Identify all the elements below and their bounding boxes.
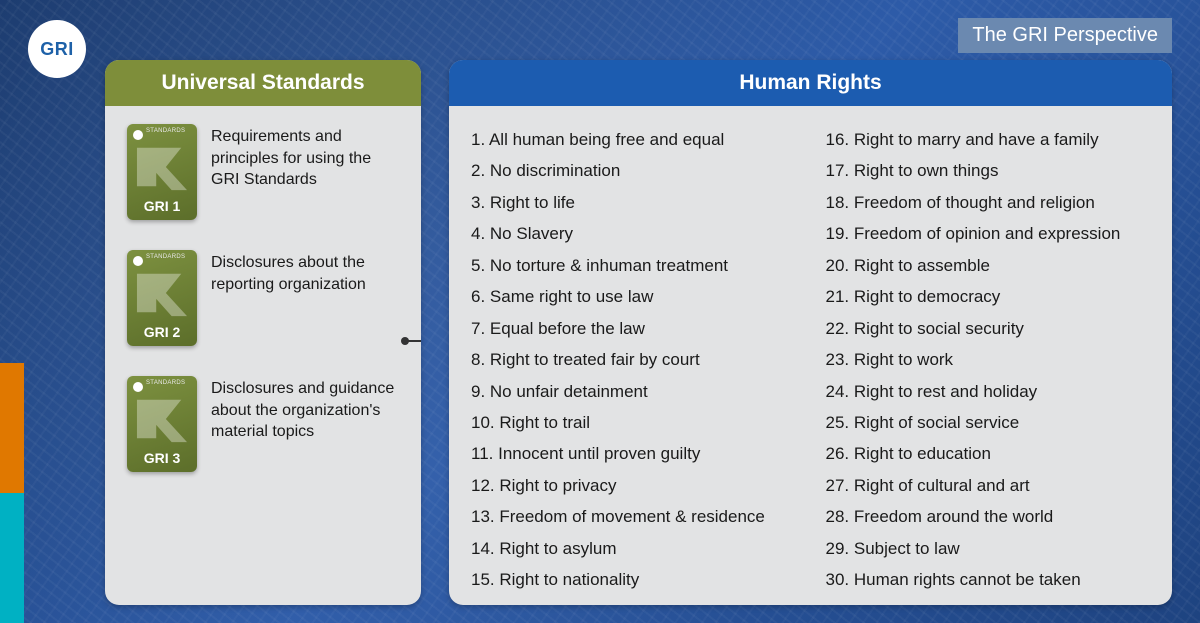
rights-item: 9. No unfair detainment	[471, 376, 796, 407]
rights-item: 3. Right to life	[471, 187, 796, 218]
rights-item: 30. Human rights cannot be taken	[826, 564, 1151, 595]
card-graphic-icon	[133, 268, 191, 320]
gri-1-card: STANDARDS GRI 1	[127, 124, 197, 220]
rights-item: 23. Right to work	[826, 344, 1151, 375]
human-rights-header: Human Rights	[449, 60, 1172, 106]
rights-item: 19. Freedom of opinion and expression	[826, 218, 1151, 249]
gri-3-label: GRI 3	[127, 450, 197, 466]
rights-column-1: 1. All human being free and equal2. No d…	[471, 124, 796, 596]
gri-1-label: GRI 1	[127, 198, 197, 214]
gri-logo-text: GRI	[40, 39, 74, 60]
rights-item: 10. Right to trail	[471, 407, 796, 438]
perspective-tag: The GRI Perspective	[958, 18, 1172, 53]
rights-item: 2. No discrimination	[471, 155, 796, 186]
card-graphic-icon	[133, 142, 191, 194]
rights-item: 29. Subject to law	[826, 533, 1151, 564]
rights-columns: 1. All human being free and equal2. No d…	[471, 124, 1150, 596]
standard-item: STANDARDS GRI 3 Disclosures and guidance…	[127, 376, 399, 472]
rights-item: 25. Right of social service	[826, 407, 1151, 438]
card-graphic-icon	[133, 394, 191, 446]
rights-item: 17. Right to own things	[826, 155, 1151, 186]
rights-item: 6. Same right to use law	[471, 281, 796, 312]
accent-stripe	[0, 363, 24, 623]
rights-item: 8. Right to treated fair by court	[471, 344, 796, 375]
rights-item: 26. Right to education	[826, 438, 1151, 469]
rights-item: 27. Right of cultural and art	[826, 470, 1151, 501]
panel-connector	[405, 340, 421, 342]
gri-2-description: Disclosures about the reporting organiza…	[211, 250, 399, 295]
standards-badge-text: STANDARDS	[146, 128, 185, 134]
rights-item: 1. All human being free and equal	[471, 124, 796, 155]
rights-item: 21. Right to democracy	[826, 281, 1151, 312]
gri-logo: GRI	[28, 20, 86, 78]
rights-item: 5. No torture & inhuman treatment	[471, 250, 796, 281]
rights-item: 4. No Slavery	[471, 218, 796, 249]
rights-column-2: 16. Right to marry and have a family17. …	[826, 124, 1151, 596]
human-rights-body: 1. All human being free and equal2. No d…	[449, 106, 1172, 605]
standards-badge-icon	[133, 256, 143, 266]
rights-item: 22. Right to social security	[826, 313, 1151, 344]
rights-item: 24. Right to rest and holiday	[826, 376, 1151, 407]
rights-item: 11. Innocent until proven guilty	[471, 438, 796, 469]
human-rights-title: Human Rights	[739, 71, 881, 94]
standards-badge-text: STANDARDS	[146, 380, 185, 386]
rights-item: 28. Freedom around the world	[826, 501, 1151, 532]
universal-standards-panel: Universal Standards STANDARDS GRI 1 Requ…	[105, 60, 421, 605]
standard-item: STANDARDS GRI 2 Disclosures about the re…	[127, 250, 399, 346]
standard-item: STANDARDS GRI 1 Requirements and princip…	[127, 124, 399, 220]
rights-item: 20. Right to assemble	[826, 250, 1151, 281]
rights-item: 13. Freedom of movement & residence	[471, 501, 796, 532]
human-rights-panel: Human Rights 1. All human being free and…	[449, 60, 1172, 605]
rights-item: 14. Right to asylum	[471, 533, 796, 564]
gri-1-description: Requirements and principles for using th…	[211, 124, 399, 191]
gri-3-description: Disclosures and guidance about the organ…	[211, 376, 399, 443]
rights-item: 7. Equal before the law	[471, 313, 796, 344]
rights-item: 12. Right to privacy	[471, 470, 796, 501]
standards-badge-icon	[133, 130, 143, 140]
content-row: Universal Standards STANDARDS GRI 1 Requ…	[105, 60, 1172, 605]
universal-standards-header: Universal Standards	[105, 60, 421, 106]
universal-standards-body: STANDARDS GRI 1 Requirements and princip…	[105, 106, 421, 605]
standards-badge-text: STANDARDS	[146, 254, 185, 260]
gri-2-card: STANDARDS GRI 2	[127, 250, 197, 346]
universal-standards-title: Universal Standards	[161, 71, 364, 94]
perspective-label: The GRI Perspective	[972, 24, 1158, 46]
standards-badge-icon	[133, 382, 143, 392]
gri-2-label: GRI 2	[127, 324, 197, 340]
gri-3-card: STANDARDS GRI 3	[127, 376, 197, 472]
rights-item: 18. Freedom of thought and religion	[826, 187, 1151, 218]
rights-item: 16. Right to marry and have a family	[826, 124, 1151, 155]
rights-item: 15. Right to nationality	[471, 564, 796, 595]
